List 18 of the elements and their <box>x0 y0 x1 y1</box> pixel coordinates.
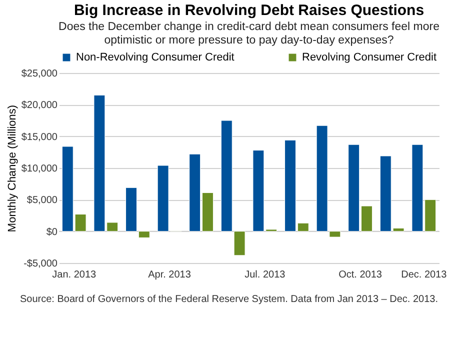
source-note: Source: Board of Governors of the Federal Reserve System. Data from Jan 2013 – Dec. 2013. <box>20 294 438 305</box>
y-tick-label: $0 <box>46 226 58 238</box>
chart-title: Big Increase in Revolving Debt Raises Questions <box>74 2 424 19</box>
y-axis-title: Monthly Change (Millions) <box>6 104 18 232</box>
chart-subtitle: Does the December change in credit-card debt mean consumers feel more optimistic or more pressure to pay day-to-day expenses? <box>58 21 440 46</box>
legend-label: Non-Revolving Consumer Credit <box>76 52 234 64</box>
x-tick-label: Oct. 2013 <box>338 270 382 280</box>
x-tick-label: Jul. 2013 <box>244 270 286 280</box>
y-tick-label: $10,000 <box>21 164 58 174</box>
y-tick-label: $20,000 <box>21 100 58 112</box>
y-tick-label: $5,000 <box>26 195 58 206</box>
y-tick-label: $25,000 <box>21 68 58 80</box>
legend-label: Revolving Consumer Credit <box>302 52 436 64</box>
x-tick-label: Jan. 2013 <box>52 270 96 280</box>
y-tick-label: $15,000 <box>21 132 58 143</box>
x-tick-label: Apr. 2013 <box>148 270 192 280</box>
y-tick-label: -$5,000 <box>24 258 58 270</box>
x-tick-label: Dec. 2013 <box>401 270 448 280</box>
